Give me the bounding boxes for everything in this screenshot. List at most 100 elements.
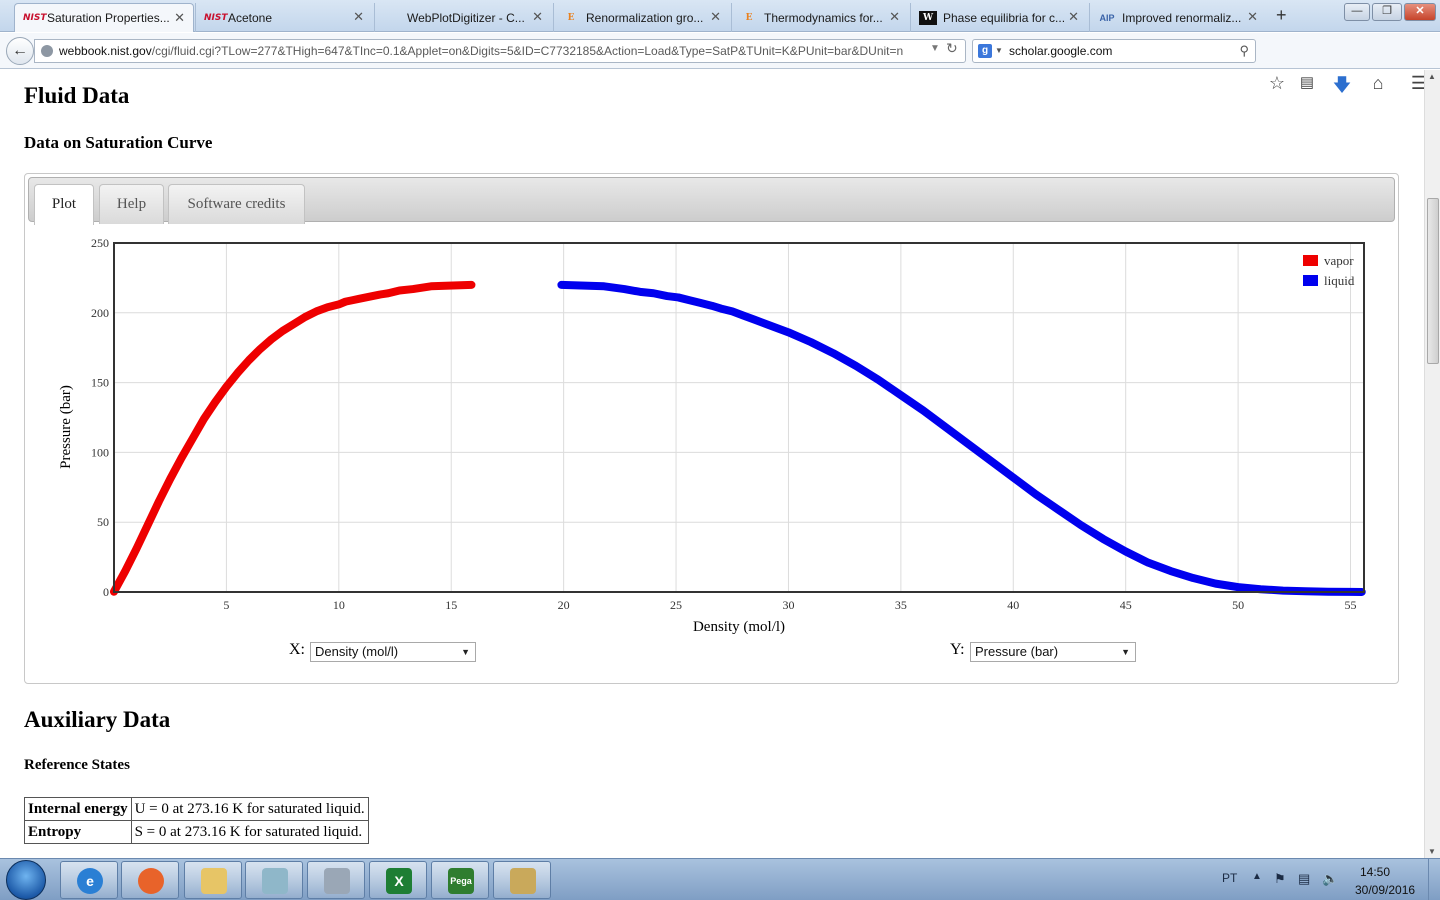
- page-scrollbar[interactable]: ▲ ▼: [1424, 70, 1440, 858]
- action-center-flag-icon[interactable]: ⚑: [1274, 871, 1286, 886]
- browser-tab[interactable]: NIST Acetone ✕: [195, 3, 372, 32]
- search-bar[interactable]: g ▼ scholar.google.com ⚲: [972, 39, 1256, 63]
- new-tab-button[interactable]: +: [1276, 5, 1287, 25]
- language-indicator[interactable]: PT: [1222, 871, 1238, 885]
- scroll-down-icon[interactable]: ▼: [1428, 847, 1436, 856]
- legend-label: liquid: [1324, 273, 1355, 288]
- x-tick-label: 5: [223, 598, 229, 612]
- close-tab-icon[interactable]: ✕: [353, 9, 364, 24]
- x-tick-label: 25: [670, 598, 682, 612]
- network-icon[interactable]: ▤: [1298, 871, 1311, 886]
- x-tick-label: 50: [1232, 598, 1244, 612]
- taskbar-app-button[interactable]: [493, 861, 551, 899]
- reload-icon[interactable]: ↻: [946, 40, 958, 56]
- browser-tab[interactable]: AIP Improved renormaliz... ✕: [1089, 3, 1266, 32]
- vapor-data-point: [312, 307, 320, 316]
- download-icon[interactable]: 🡇: [1332, 75, 1352, 95]
- url-bar[interactable]: webbook.nist.gov/cgi/fluid.cgi?TLow=277&…: [34, 39, 966, 63]
- vapor-data-point: [234, 369, 242, 377]
- vapor-data-point: [335, 300, 343, 309]
- close-tab-icon[interactable]: ✕: [174, 10, 185, 25]
- home-icon[interactable]: ⌂: [1372, 73, 1384, 93]
- x-axis-select[interactable]: Density (mol/l) ▼: [310, 642, 476, 662]
- browser-tab[interactable]: E Thermodynamics for... ✕: [731, 3, 908, 32]
- paint-icon: [510, 868, 536, 894]
- scroll-up-icon[interactable]: ▲: [1428, 72, 1436, 81]
- liquid-data-point: [717, 305, 725, 313]
- tray-expand-icon[interactable]: ▲: [1252, 871, 1262, 882]
- elsevier-icon: E: [567, 12, 575, 23]
- start-button[interactable]: [6, 860, 46, 900]
- tab-help[interactable]: Help: [99, 184, 164, 224]
- close-tab-icon[interactable]: ✕: [532, 9, 543, 24]
- navigation-bar: ← webbook.nist.gov/cgi/fluid.cgi?TLow=27…: [0, 33, 1440, 95]
- browser-tab[interactable]: WebPlotDigitizer - C... ✕: [374, 3, 551, 32]
- taskbar-app-button[interactable]: e: [60, 861, 118, 899]
- close-window-button[interactable]: ✕: [1404, 3, 1436, 21]
- volume-icon[interactable]: 🔈: [1322, 871, 1339, 886]
- taskbar-app-button[interactable]: X: [369, 861, 427, 899]
- vapor-data-point: [256, 345, 264, 353]
- ref-key-entropy: Entropy: [24, 820, 132, 844]
- liquid-data-point: [874, 376, 882, 384]
- liquid-data-point: [1009, 473, 1017, 482]
- clock-date[interactable]: 30/09/2016: [1355, 883, 1416, 897]
- page-content: Fluid Data Data on Saturation Curve Plot…: [0, 70, 1424, 858]
- search-text: scholar.google.com: [1009, 44, 1113, 58]
- maximize-button[interactable]: ❐: [1372, 3, 1402, 21]
- menu-icon[interactable]: ☰: [1410, 73, 1428, 93]
- scroll-thumb[interactable]: [1427, 198, 1439, 364]
- tab-software-credits[interactable]: Software credits: [168, 184, 305, 224]
- liquid-data-point: [807, 338, 815, 346]
- browser-tab-title: Saturation Properties...: [47, 11, 170, 25]
- taskbar-app-button[interactable]: [245, 861, 303, 899]
- x-axis-label: Density (mol/l): [693, 619, 785, 635]
- x-select-label: X:: [289, 641, 305, 658]
- y-axis-select[interactable]: Pressure (bar) ▼: [970, 642, 1136, 662]
- browser-tab[interactable]: W Phase equilibria for c... ✕: [910, 3, 1087, 32]
- clock-time[interactable]: 14:50: [1360, 865, 1391, 879]
- chevron-down-icon: ▼: [1121, 647, 1130, 657]
- show-desktop-button[interactable]: [1428, 859, 1440, 900]
- x-tick-label: 45: [1120, 598, 1132, 612]
- liquid-legend-swatch: [1303, 275, 1318, 286]
- close-tab-icon[interactable]: ✕: [889, 9, 900, 24]
- search-engine-dropdown-icon[interactable]: ▼: [995, 46, 1003, 55]
- liquid-data-point: [1189, 574, 1197, 582]
- liquid-data-point: [1122, 547, 1130, 556]
- vapor-data-point: [301, 313, 309, 321]
- close-tab-icon[interactable]: ✕: [710, 9, 721, 24]
- bookmark-star-icon[interactable]: ☆: [1268, 73, 1286, 93]
- reading-list-icon[interactable]: ▤: [1299, 74, 1315, 91]
- search-magnifier-icon[interactable]: ⚲: [1239, 43, 1249, 58]
- close-tab-icon[interactable]: ✕: [1068, 9, 1079, 24]
- url-host: webbook.nist.gov: [59, 44, 152, 58]
- taskbar-app-button[interactable]: [184, 861, 242, 899]
- taskbar-app-button[interactable]: [121, 861, 179, 899]
- browser-tab[interactable]: NIST Saturation Properties... ✕: [14, 3, 194, 32]
- vapor-sparse-line: [338, 284, 472, 306]
- heading-auxiliary-data: Auxiliary Data: [24, 707, 171, 732]
- firefox-icon: [138, 868, 164, 894]
- liquid-data-point: [964, 440, 972, 448]
- taskbar-app-button[interactable]: [307, 861, 365, 899]
- liquid-data-point: [1234, 583, 1242, 591]
- back-button[interactable]: ←: [6, 37, 34, 65]
- minimize-button[interactable]: —: [1344, 3, 1370, 21]
- ref-value-internal-energy: U = 0 at 273.16 K for saturated liquid.: [130, 797, 369, 821]
- vapor-data-point: [166, 475, 174, 483]
- url-path: /cgi/fluid.cgi?TLow=277&THigh=647&TInc=0…: [151, 44, 904, 58]
- browser-tab[interactable]: E Renormalization gro... ✕: [553, 3, 729, 32]
- tab-plot[interactable]: Plot: [34, 184, 94, 225]
- liquid-data-point: [739, 311, 748, 320]
- taskbar-app-button[interactable]: Pega: [431, 861, 489, 899]
- close-tab-icon[interactable]: ✕: [1247, 9, 1258, 24]
- browser-tab-title: Renormalization gro...: [586, 10, 704, 25]
- browser-tab-title: Improved renormaliz...: [1122, 10, 1242, 25]
- vapor-data-point: [467, 281, 476, 289]
- heading-saturation-curve: Data on Saturation Curve: [24, 133, 213, 152]
- google-icon[interactable]: g: [978, 44, 992, 58]
- vapor-data-point: [200, 415, 208, 423]
- vapor-data-point: [189, 434, 197, 443]
- url-history-dropdown-icon[interactable]: ▼: [930, 43, 940, 54]
